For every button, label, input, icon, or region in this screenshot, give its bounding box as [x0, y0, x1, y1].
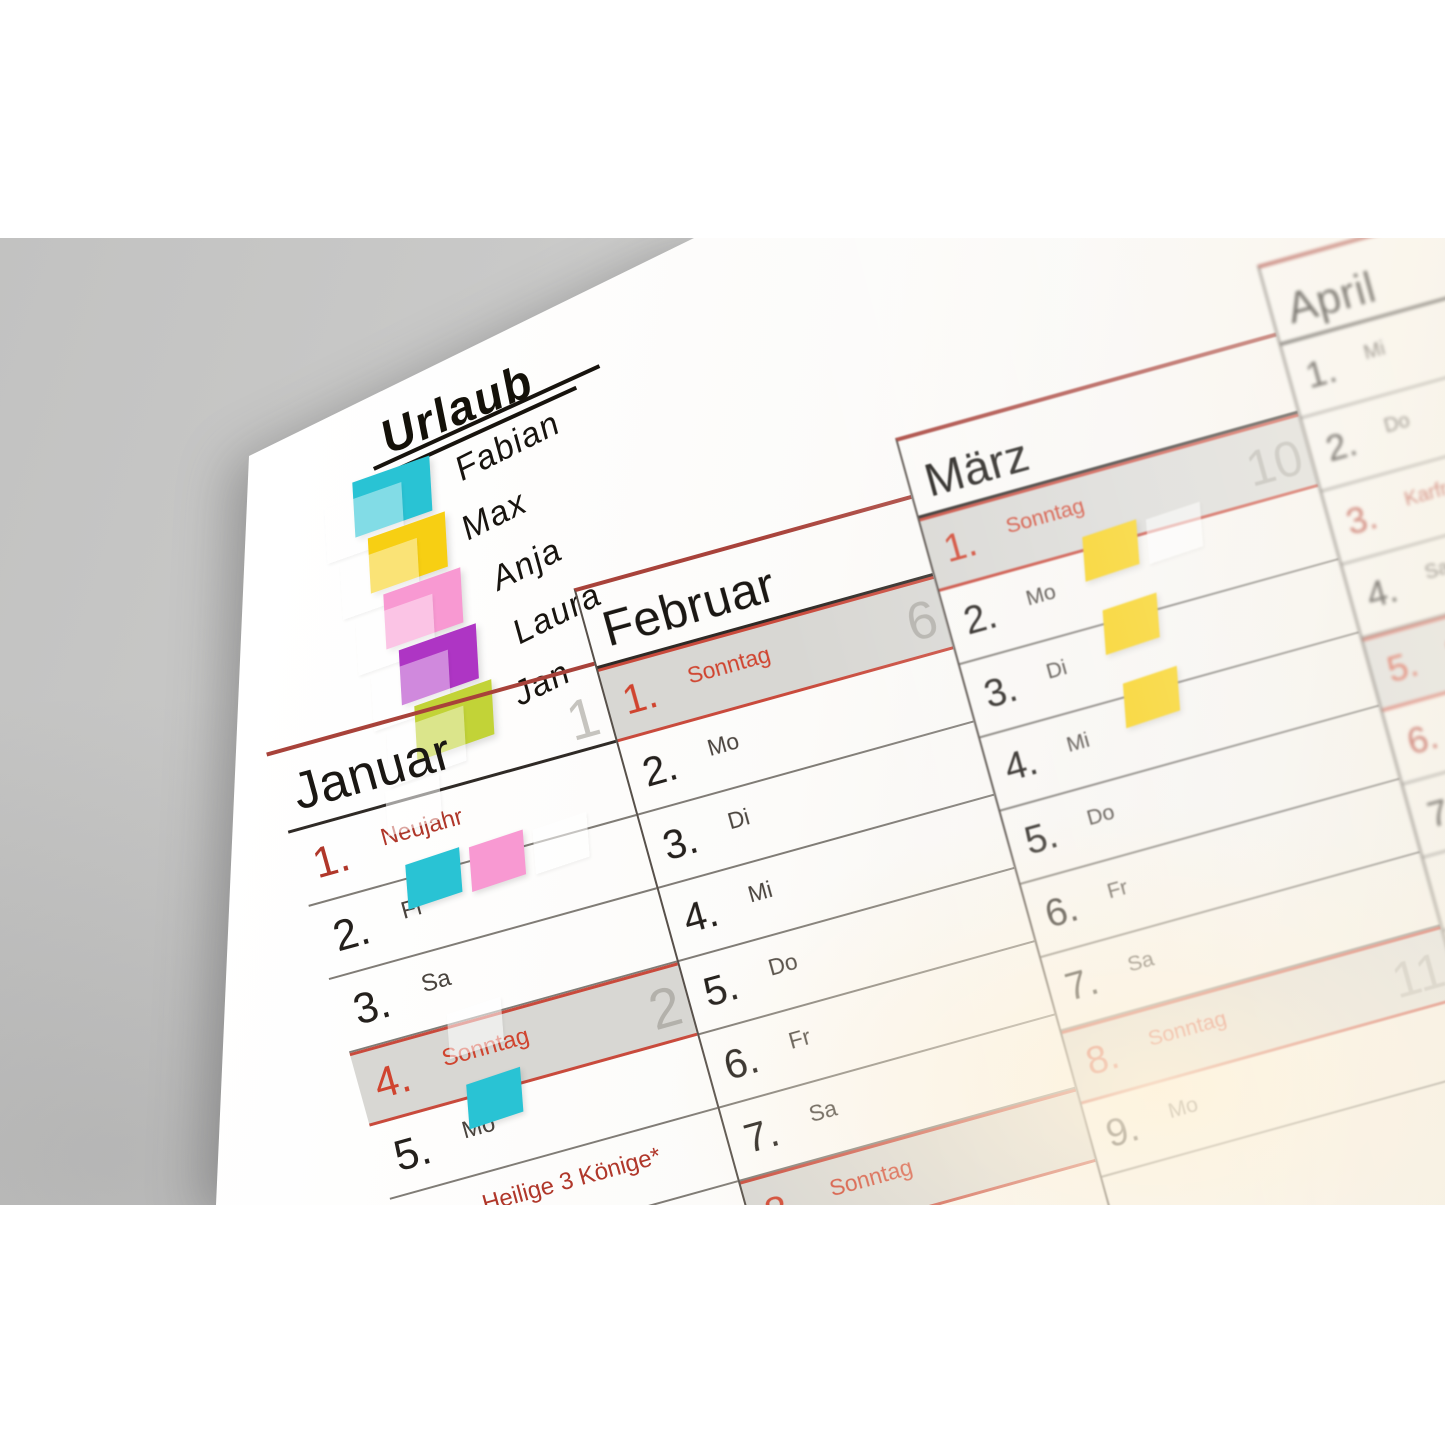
calendar-paper-sheet: Urlaub Fabian Max Anja Laura Jan Januar 1 1. Ne…	[216, 238, 1445, 1205]
day-label: Sa	[1124, 945, 1157, 977]
day-number: 7.	[738, 1107, 784, 1162]
day-label: Fr	[1104, 873, 1131, 904]
day-number: 2.	[637, 741, 683, 796]
day-number: 1.	[939, 521, 982, 572]
day-label: Mi	[1063, 726, 1093, 757]
day-number: 4.	[1361, 568, 1402, 616]
day-label: Mo	[704, 726, 742, 761]
week-number: 6	[899, 588, 945, 654]
day-label: Sa	[1422, 555, 1445, 584]
day-number: 1.	[617, 669, 663, 723]
paper-shadow-wrap: Urlaub Fabian Max Anja Laura Jan Januar 1 1. Ne…	[0, 238, 1445, 1205]
day-label: Sonntag	[1144, 1005, 1230, 1051]
day-label: Di	[1043, 654, 1070, 684]
wall-background: Urlaub Fabian Max Anja Laura Jan Januar 1 1. Ne…	[0, 238, 1445, 1205]
day-number: 8.	[759, 1175, 830, 1205]
day-label: Do	[1083, 798, 1118, 831]
day-label: Mi	[1361, 336, 1388, 364]
day-number: 7.	[1422, 788, 1445, 836]
day-number: 6.	[409, 1190, 484, 1205]
day-number: 7.	[1060, 959, 1104, 1010]
day-number: 2.	[959, 593, 1002, 644]
day-number: 3.	[979, 666, 1022, 717]
day-number: 3.	[347, 978, 396, 1035]
day-label: Mo	[1022, 578, 1059, 611]
day-number: 5.	[1382, 642, 1423, 691]
day-label: Sonntag	[1002, 492, 1088, 539]
day-number: 4.	[999, 739, 1043, 790]
day-label: Sa	[805, 1094, 840, 1127]
day-number: 9.	[1101, 1106, 1144, 1157]
calendar-content: Urlaub Fabian Max Anja Laura Jan Januar 1 1. Ne…	[216, 238, 1445, 1205]
week-number: 2	[641, 972, 689, 1042]
day-number: 5.	[698, 961, 744, 1015]
day-number: 2.	[1321, 421, 1362, 470]
day-label: Di	[724, 802, 753, 834]
day-number: 6.	[1040, 886, 1083, 937]
day-number: 5.	[388, 1124, 437, 1181]
week-number: 1	[559, 683, 607, 753]
day-number: 6.	[1402, 714, 1443, 763]
day-number: 3.	[1341, 495, 1382, 543]
week-number: 11	[1385, 940, 1445, 1009]
day-number: 4.	[677, 888, 723, 942]
day-number: 1.	[1300, 348, 1341, 397]
day-number: 5.	[1020, 813, 1063, 864]
day-label: Sonntag	[826, 1153, 916, 1201]
day-number: 8.	[1081, 1033, 1124, 1084]
day-label: Karfreitag	[1401, 465, 1445, 511]
day-number: 1.	[307, 831, 355, 888]
day-number: 4.	[368, 1052, 416, 1109]
day-label: Mi	[744, 875, 776, 907]
day-number: 3.	[657, 815, 703, 869]
day-label: Mo	[1165, 1091, 1201, 1124]
day-label: Sonntag	[684, 640, 774, 689]
day-label: Do	[765, 947, 801, 981]
day-number: 2.	[327, 904, 376, 961]
day-label: Fr	[785, 1022, 814, 1054]
week-number: 10	[1239, 427, 1309, 498]
day-number: 6.	[718, 1034, 764, 1089]
day-label: Do	[1381, 408, 1413, 438]
day-label: Sa	[418, 964, 454, 998]
